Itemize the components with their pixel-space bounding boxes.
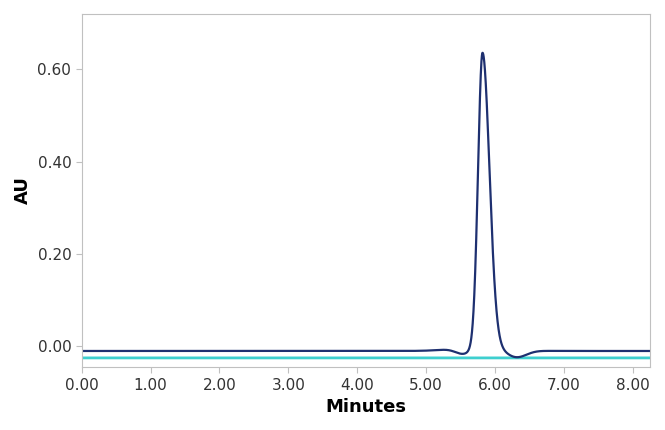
Y-axis label: AU: AU: [14, 177, 32, 204]
X-axis label: Minutes: Minutes: [325, 398, 406, 416]
